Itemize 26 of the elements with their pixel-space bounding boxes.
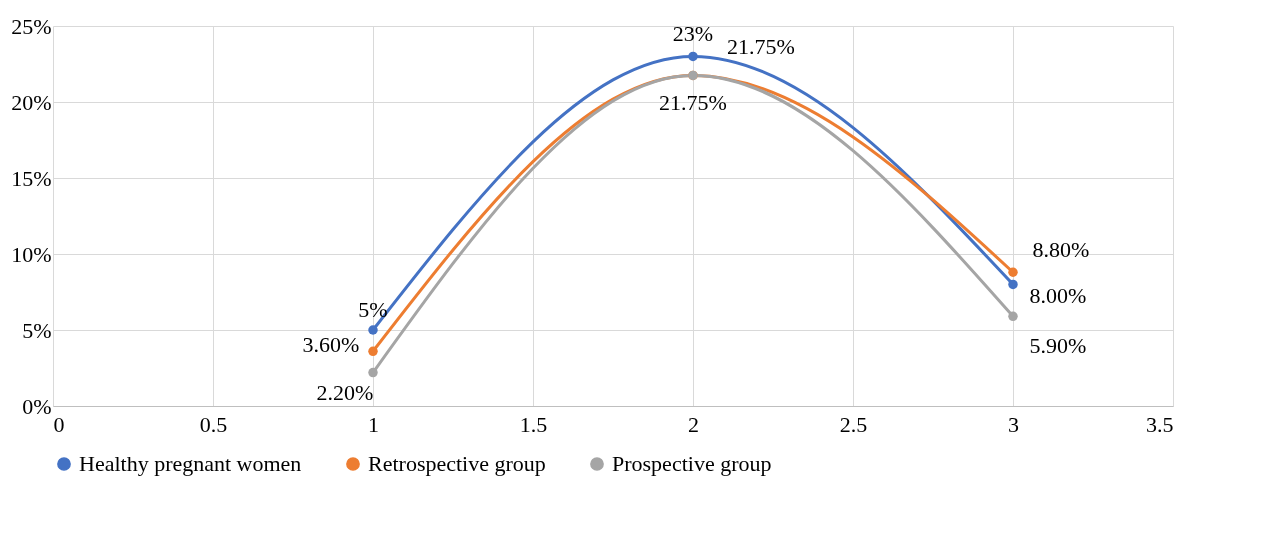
x-tick-label: 1 <box>368 411 379 437</box>
x-tick-label: 1.5 <box>519 411 548 437</box>
x-tick-label: 0 <box>53 411 65 437</box>
x-tick-label: 3.5 <box>1146 411 1174 437</box>
y-tick-label: 15% <box>11 165 52 191</box>
data-label: 5% <box>358 297 388 322</box>
legend-label: Healthy pregnant women <box>79 451 302 476</box>
y-tick-label: 25% <box>11 13 52 39</box>
y-tick-label: 5% <box>22 317 52 343</box>
data-label: 5.90% <box>1029 333 1087 359</box>
data-label: 3.60% <box>302 332 360 358</box>
y-tick-label: 0% <box>22 393 52 419</box>
x-tick-label: 2 <box>688 411 699 437</box>
x-tick-label: 3 <box>1008 411 1019 437</box>
data-label: 2.20% <box>316 379 374 405</box>
data-label: 8.80% <box>1032 237 1090 263</box>
data-label: 21.75% <box>659 90 727 116</box>
x-tick-label: 0.5 <box>199 411 228 437</box>
legend-label: Prospective group <box>612 451 772 476</box>
legend-label: Retrospective group <box>368 451 546 476</box>
data-label: 8.00% <box>1029 283 1087 309</box>
y-tick-label: 20% <box>11 89 52 115</box>
data-label: 21.75% <box>727 34 795 60</box>
y-tick-label: 10% <box>11 241 52 267</box>
data-label: 23% <box>672 21 714 47</box>
x-tick-label: 2.5 <box>839 411 868 437</box>
